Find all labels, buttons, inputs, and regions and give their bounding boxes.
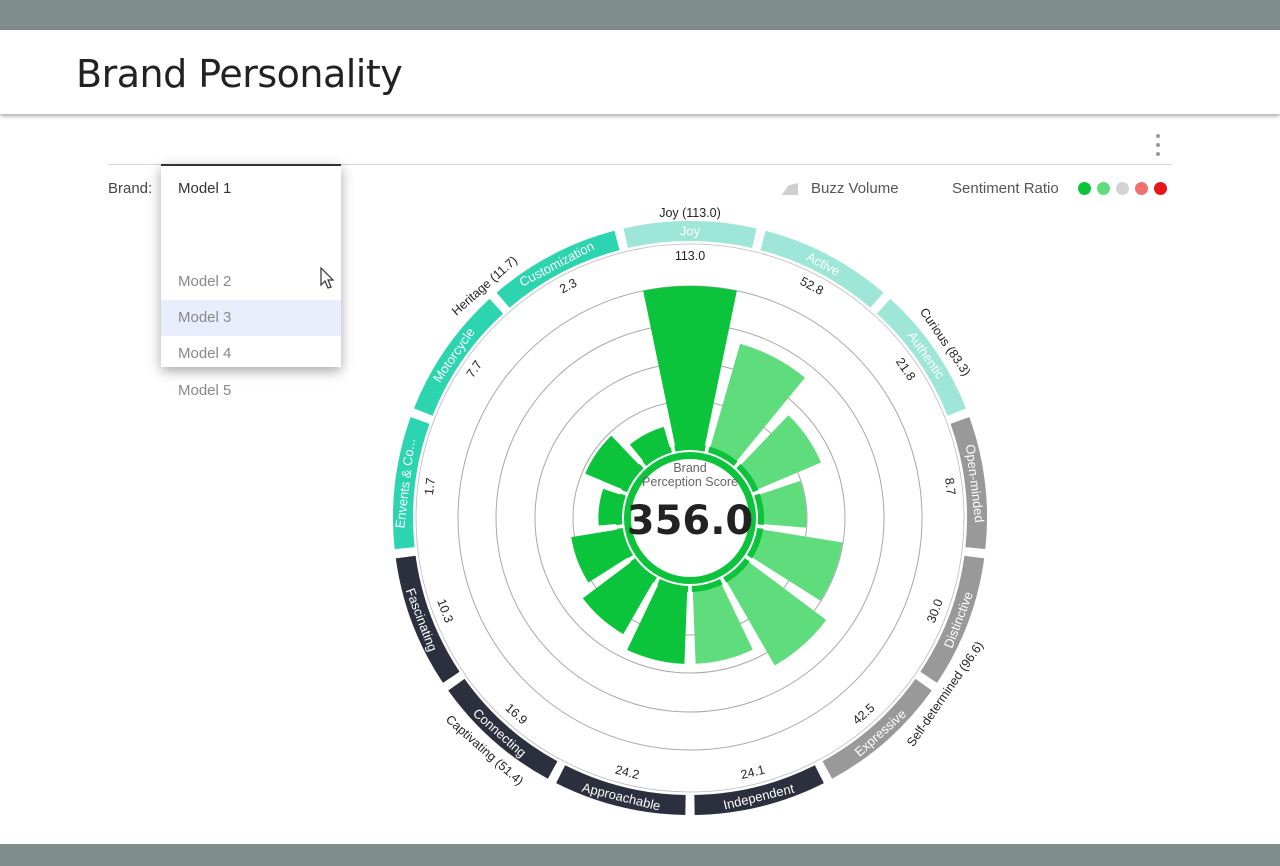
category-band[interactable]: [822, 678, 932, 779]
brand-perception-score: 356.0: [627, 498, 754, 544]
value-label: 21.8: [893, 355, 918, 383]
bar: [598, 488, 622, 526]
sentiment-tick: [674, 444, 706, 452]
bar: [582, 561, 655, 635]
category-band[interactable]: [694, 765, 824, 815]
brand-filter-label: Brand:: [108, 180, 153, 197]
sentiment-dot: [1097, 182, 1110, 195]
sentiment-tick: [630, 558, 657, 583]
legend-buzz-volume: Buzz Volume: [811, 180, 899, 197]
category-label: Joy: [680, 224, 701, 239]
category-band[interactable]: [448, 678, 558, 779]
value-label: 24.1: [739, 763, 766, 782]
legend-sentiment-ratio: Sentiment Ratio: [952, 180, 1059, 197]
sentiment-tick: [642, 446, 673, 466]
sentiment-tick: [746, 527, 764, 559]
bar: [692, 582, 753, 664]
dropdown-selected-value[interactable]: Model 1: [178, 180, 232, 197]
category-band[interactable]: [760, 230, 884, 308]
value-label: 16.9: [503, 701, 531, 728]
bar: [709, 343, 805, 463]
sentiment-tick: [621, 463, 644, 493]
center-label-line1: Brand: [673, 461, 706, 475]
category-band[interactable]: [413, 298, 504, 416]
category-label: Customization: [517, 238, 597, 290]
sentiment-dot: [1154, 182, 1167, 195]
bar: [571, 529, 630, 583]
dropdown-option-hovered[interactable]: Model 3: [161, 300, 341, 336]
value-label: 113.0: [675, 249, 705, 263]
category-band[interactable]: [920, 555, 985, 683]
category-band[interactable]: [876, 298, 967, 416]
category-label: Approachable: [581, 780, 662, 814]
category-band[interactable]: [623, 221, 757, 249]
sentiment-tick: [754, 493, 764, 525]
value-label: 7.7: [464, 358, 485, 380]
category-band[interactable]: [950, 417, 987, 550]
score-disc: [631, 459, 749, 577]
bar: [739, 415, 821, 490]
sentiment-tick: [723, 558, 750, 583]
sentiment-tick: [691, 579, 723, 592]
value-label: 42.5: [850, 701, 878, 728]
sentiment-dot: [1135, 182, 1148, 195]
value-label: 8.7: [942, 477, 958, 496]
sentiment-dot: [1078, 182, 1091, 195]
mouse-cursor-icon: [320, 267, 335, 289]
sentiment-tick: [707, 446, 738, 466]
page-header: Brand Personality: [0, 30, 1280, 114]
sentiment-tick: [616, 493, 626, 525]
category-band[interactable]: [393, 417, 430, 550]
bar: [758, 480, 807, 528]
sentiment-tick: [657, 579, 689, 592]
value-label: 30.0: [924, 597, 946, 625]
value-label: 10.3: [434, 597, 456, 625]
category-band[interactable]: [496, 230, 620, 308]
value-label: 1.7: [422, 477, 438, 496]
bar: [725, 561, 827, 666]
category-band[interactable]: [556, 765, 686, 815]
more-options-icon[interactable]: [1150, 134, 1166, 156]
bar: [750, 529, 843, 601]
value-label: 24.2: [614, 763, 641, 782]
bar: [627, 582, 688, 664]
bar: [643, 285, 737, 448]
page-title: Brand Personality: [76, 52, 403, 96]
bottom-bar: [0, 844, 1280, 866]
bar: [585, 435, 641, 490]
sentiment-dot: [1116, 182, 1129, 195]
group-label: Joy (113.0): [659, 206, 721, 220]
brand-dropdown[interactable]: Model 1 Model 2 Model 3 Model 4 Model 5: [161, 164, 341, 399]
category-band[interactable]: [395, 555, 460, 683]
bar: [629, 426, 671, 463]
category-label: Independent: [722, 781, 796, 813]
sentiment-tick: [616, 527, 634, 559]
dropdown-option[interactable]: Model 4: [178, 345, 232, 362]
top-bar: [0, 0, 1280, 30]
dropdown-option[interactable]: Model 5: [178, 382, 232, 399]
divider: [108, 164, 1172, 165]
grid-ring: [415, 243, 965, 793]
buzz-volume-icon: [780, 183, 798, 195]
sentiment-tick: [736, 463, 759, 493]
center-label-line2: Perception Score: [642, 475, 738, 489]
value-label: 2.3: [557, 276, 579, 296]
dropdown-option[interactable]: Model 2: [178, 273, 232, 290]
